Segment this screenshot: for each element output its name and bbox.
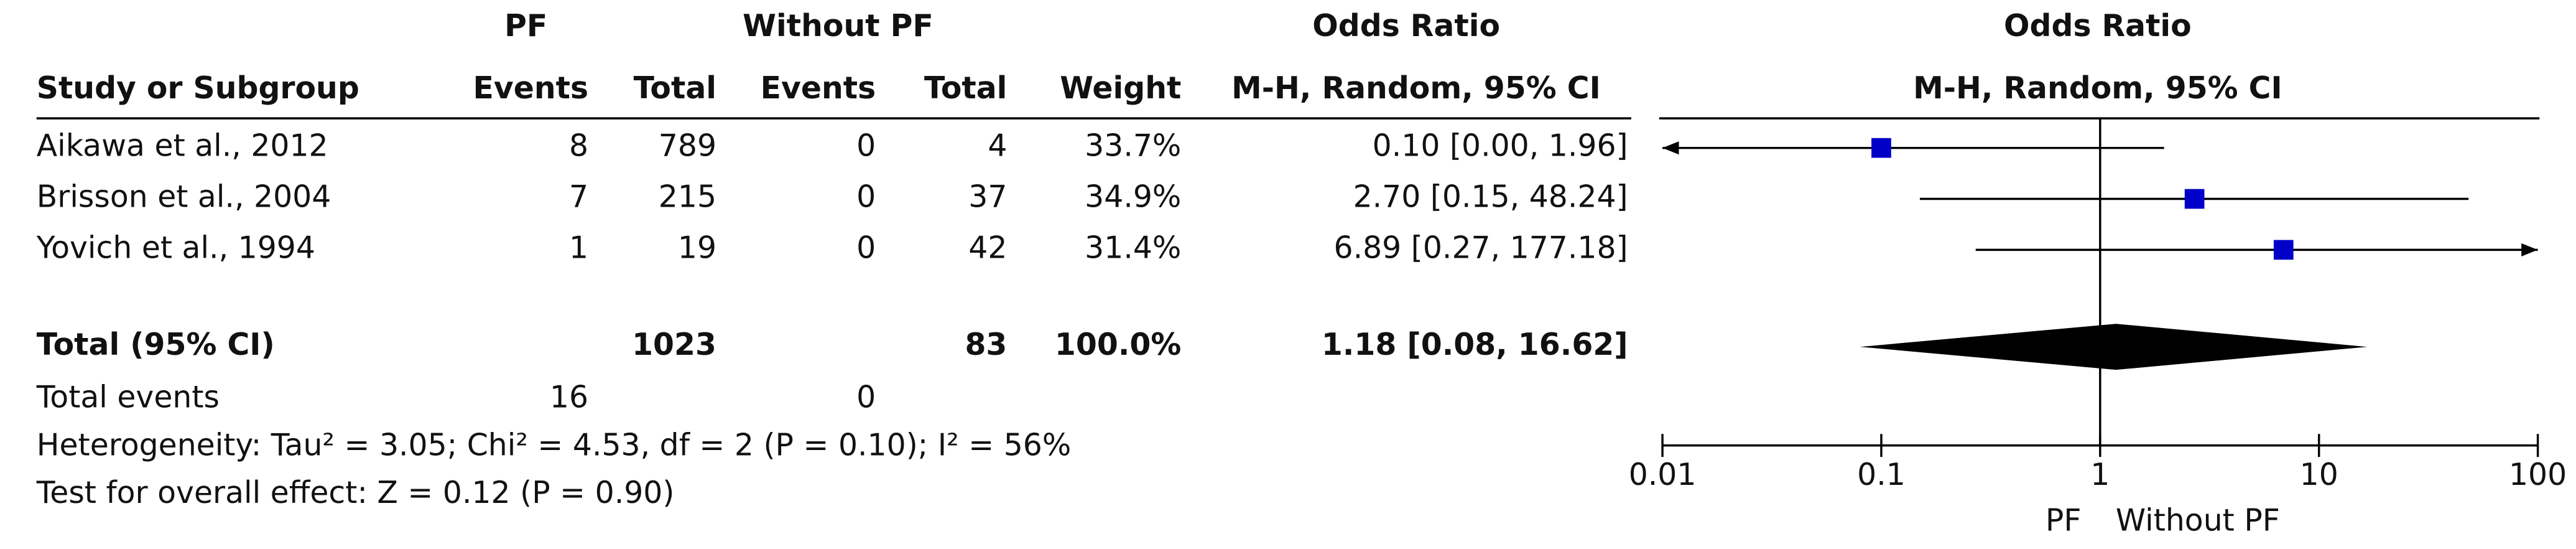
without-total: 37 (968, 179, 1007, 215)
total-events-without: 0 (856, 380, 876, 415)
group-header: PF (504, 8, 547, 44)
total-events-pf: 16 (550, 380, 588, 415)
plot-subtitle: M-H, Random, 95% CI (1913, 70, 2282, 106)
without-events: 0 (856, 230, 876, 265)
pf-total: 215 (659, 179, 716, 215)
favours-right: Without PF (2116, 503, 2280, 538)
total-events-label: Total events (36, 380, 220, 415)
weight: 33.7% (1085, 128, 1181, 164)
without-events: 0 (856, 128, 876, 164)
total-pf: 1023 (632, 327, 716, 362)
weight: 31.4% (1085, 230, 1181, 265)
plot-title: Odds Ratio (2004, 8, 2192, 44)
column-header: Total (924, 70, 1007, 106)
column-header: Study or Subgroup (37, 70, 359, 106)
odds-ratio-ci: 6.89 [0.27, 177.18] (1334, 230, 1628, 265)
total-without: 83 (965, 327, 1007, 362)
weight: 34.9% (1085, 179, 1181, 215)
column-header: M-H, Random, 95% CI (1231, 70, 1601, 106)
x-tick-label: 100 (2509, 457, 2567, 492)
total-or: 1.18 [0.08, 16.62] (1322, 327, 1628, 362)
pooled-diamond (1860, 324, 2368, 370)
point-estimate (2184, 189, 2205, 209)
column-header: Events (761, 70, 876, 106)
ci-arrow (2521, 243, 2538, 256)
column-header: Events (473, 70, 589, 106)
favours-left: PF (2046, 503, 2082, 538)
ci-arrow (1662, 141, 1679, 155)
without-total: 4 (988, 128, 1007, 164)
group-header: Without PF (743, 8, 934, 44)
pf-total: 789 (659, 128, 716, 164)
pf-total: 19 (678, 230, 716, 265)
total-weight: 100.0% (1055, 327, 1181, 362)
x-tick-label: 0.01 (1629, 457, 1697, 492)
column-header: Total (634, 70, 716, 106)
x-tick-label: 1 (2090, 457, 2110, 492)
odds-ratio-ci: 0.10 [0.00, 1.96] (1373, 128, 1628, 164)
pf-events: 8 (569, 128, 588, 164)
x-tick-label: 0.1 (1857, 457, 1906, 492)
column-header: Odds Ratio (1312, 8, 1500, 44)
without-events: 0 (856, 179, 876, 215)
without-total: 42 (968, 230, 1007, 265)
point-estimate (2273, 240, 2294, 260)
column-header: Weight (1060, 70, 1181, 106)
pf-events: 1 (569, 230, 588, 265)
study-name: Brisson et al., 2004 (37, 179, 331, 215)
point-estimate (1871, 138, 1891, 158)
heterogeneity: Heterogeneity: Tau² = 3.05; Chi² = 4.53,… (37, 427, 1072, 462)
header: PF Without PF Odds Ratio Odds Ratio Stud… (37, 8, 2540, 120)
study-name: Aikawa et al., 2012 (37, 128, 328, 164)
odds-ratio-ci: 2.70 [0.15, 48.24] (1353, 179, 1628, 215)
pf-events: 7 (569, 179, 588, 215)
total-name: Total (95% CI) (37, 327, 275, 362)
study-name: Yovich et al., 1994 (36, 230, 315, 265)
x-tick-label: 10 (2300, 457, 2338, 492)
overall-effect: Test for overall effect: Z = 0.12 (P = 0… (36, 475, 675, 510)
